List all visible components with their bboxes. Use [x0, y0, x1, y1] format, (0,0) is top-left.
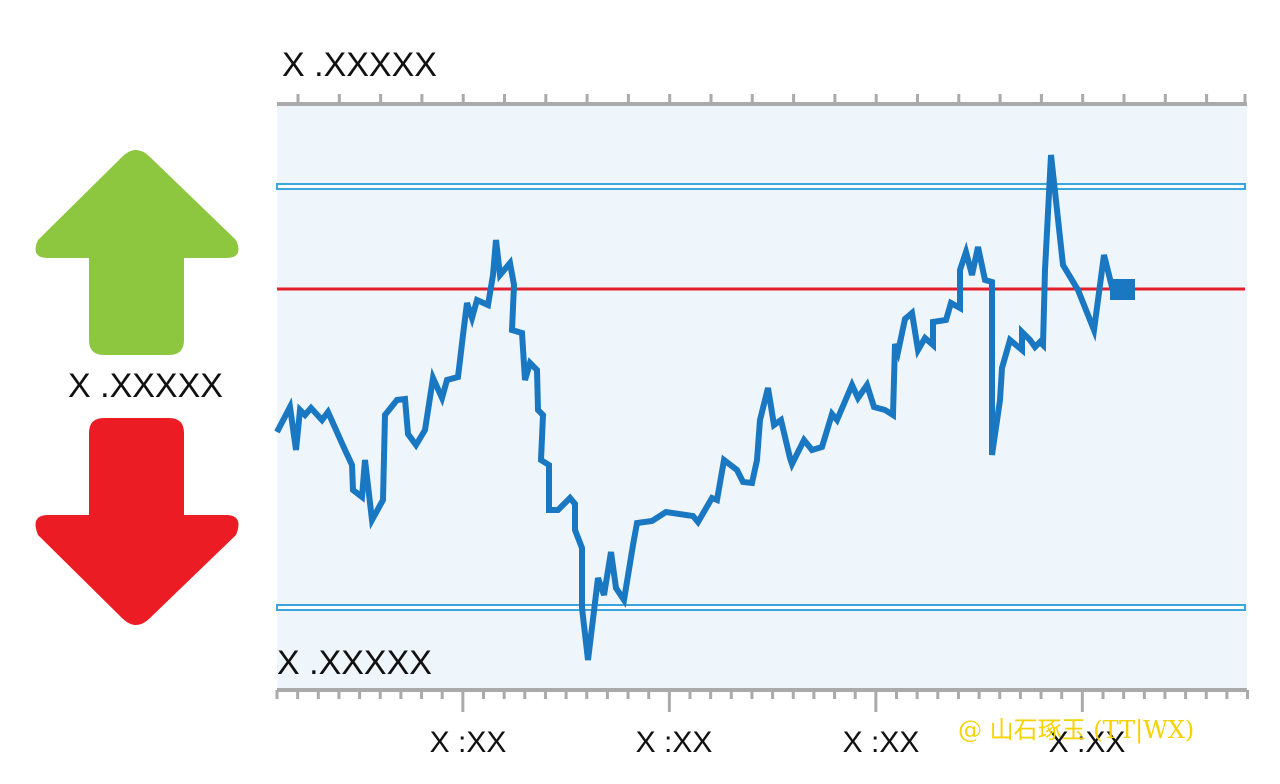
x-label: X :XX: [430, 726, 507, 759]
middle-label: X .XXXXX: [68, 367, 223, 405]
price-marker: [1110, 279, 1135, 300]
price-line: [274, 154, 1121, 661]
x-label: X :XX: [843, 726, 920, 759]
plot-area: [277, 104, 1247, 688]
bottom-label: X .XXXXX: [277, 644, 432, 682]
watermark: @ 山石琢玉 (TT|WX): [958, 716, 1194, 745]
x-label: X :XX: [636, 726, 713, 759]
lower-band-line: [276, 604, 1246, 611]
upper-band-line: [276, 183, 1246, 190]
top-label: X .XXXXX: [282, 46, 437, 84]
up-arrow: [35, 150, 239, 355]
down-arrow: [35, 418, 239, 625]
x-label: X :XX: [1049, 726, 1126, 759]
